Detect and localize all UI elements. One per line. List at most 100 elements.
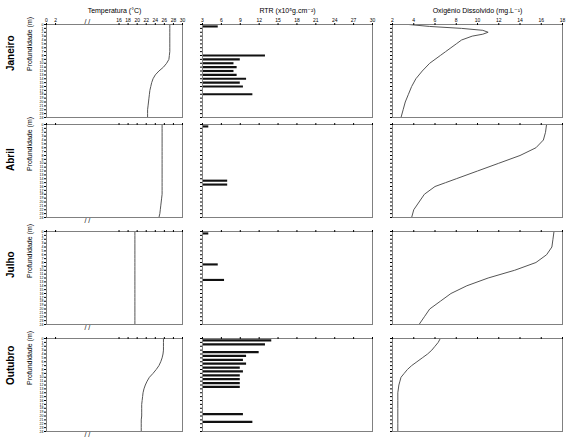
- svg-text:26: 26: [162, 17, 168, 23]
- svg-text:16: 16: [116, 17, 122, 23]
- svg-text:6: 6: [434, 17, 437, 23]
- svg-text:24: 24: [40, 116, 44, 120]
- svg-text:14: 14: [39, 390, 44, 395]
- svg-text:16: 16: [538, 17, 544, 23]
- svg-text:15: 15: [39, 180, 44, 185]
- svg-text:21: 21: [39, 104, 44, 108]
- svg-text:Temperatura (°C): Temperatura (°C): [88, 7, 142, 15]
- svg-text:12: 12: [256, 17, 262, 23]
- svg-text:17: 17: [39, 295, 44, 300]
- svg-text:14: 14: [39, 283, 44, 288]
- svg-text:23: 23: [39, 318, 44, 323]
- svg-text:16: 16: [39, 291, 44, 296]
- svg-text:18: 18: [39, 406, 44, 411]
- svg-text:10: 10: [39, 268, 44, 273]
- svg-text:19: 19: [39, 196, 44, 201]
- svg-text:17: 17: [39, 402, 44, 407]
- svg-text:23: 23: [39, 425, 44, 430]
- svg-text:Profundidade (m): Profundidade (m): [26, 17, 34, 71]
- svg-text:22: 22: [39, 207, 44, 212]
- svg-text:30: 30: [180, 17, 186, 23]
- svg-text:20: 20: [134, 17, 140, 23]
- svg-text:14: 14: [517, 17, 523, 23]
- svg-text:10: 10: [39, 375, 44, 380]
- svg-text:18: 18: [39, 192, 44, 197]
- svg-text:16: 16: [39, 398, 44, 403]
- svg-text:15: 15: [39, 287, 44, 292]
- svg-text:Outubro: Outubro: [5, 346, 16, 385]
- svg-text:4: 4: [412, 17, 415, 23]
- svg-text:12: 12: [496, 17, 502, 23]
- svg-text:Profundidade (m): Profundidade (m): [26, 224, 34, 278]
- svg-text:20: 20: [39, 414, 44, 419]
- svg-text:9: 9: [239, 17, 242, 23]
- svg-text:14: 14: [39, 176, 44, 181]
- svg-text:20: 20: [39, 100, 44, 105]
- svg-text:27: 27: [351, 17, 357, 23]
- svg-text:20: 20: [39, 200, 44, 205]
- svg-text:3: 3: [201, 17, 204, 23]
- svg-text:15: 15: [39, 394, 44, 399]
- svg-text:28: 28: [171, 17, 177, 23]
- svg-text:16: 16: [39, 84, 44, 89]
- svg-text:12: 12: [39, 276, 44, 281]
- svg-text:/ /: / /: [84, 18, 90, 25]
- svg-text:/ /: / /: [84, 324, 90, 331]
- svg-text:Janeiro: Janeiro: [5, 35, 16, 71]
- svg-text:14: 14: [39, 76, 44, 81]
- svg-text:13: 13: [39, 73, 44, 77]
- svg-text:22: 22: [39, 107, 44, 112]
- svg-text:22: 22: [143, 17, 149, 23]
- svg-text:2: 2: [391, 17, 394, 23]
- svg-text:RTR (x10⁵g.cm⁻²): RTR (x10⁵g.cm⁻²): [259, 7, 315, 15]
- svg-text:0: 0: [45, 17, 48, 23]
- svg-text:Abril: Abril: [5, 148, 16, 171]
- svg-text:11: 11: [39, 272, 44, 277]
- svg-text:23: 23: [39, 211, 44, 216]
- svg-text:10: 10: [475, 17, 481, 23]
- svg-text:18: 18: [39, 92, 44, 97]
- svg-text:21: 21: [313, 17, 319, 23]
- svg-text:/ /: / /: [84, 431, 90, 438]
- svg-text:/ /: / /: [84, 217, 90, 224]
- svg-text:19: 19: [39, 96, 44, 101]
- svg-text:6: 6: [220, 17, 223, 23]
- svg-text:11: 11: [39, 379, 44, 384]
- svg-text:12: 12: [39, 169, 44, 174]
- svg-text:21: 21: [39, 204, 44, 208]
- svg-text:18: 18: [39, 299, 44, 304]
- svg-text:13: 13: [39, 173, 44, 177]
- svg-text:2: 2: [54, 17, 57, 23]
- svg-text:18: 18: [125, 17, 131, 23]
- svg-text:23: 23: [39, 111, 44, 116]
- svg-text:Profundidade (m): Profundidade (m): [26, 117, 34, 171]
- svg-text:11: 11: [39, 65, 44, 70]
- svg-text:Oxigênio Dissolvido (mg.L⁻¹): Oxigênio Dissolvido (mg.L⁻¹): [433, 7, 523, 15]
- svg-text:Julho: Julho: [5, 251, 16, 278]
- svg-text:Profundidade (m): Profundidade (m): [26, 331, 34, 385]
- svg-text:12: 12: [39, 383, 44, 388]
- svg-text:24: 24: [40, 216, 44, 220]
- svg-text:22: 22: [39, 314, 44, 319]
- svg-text:24: 24: [40, 323, 44, 327]
- svg-text:17: 17: [39, 188, 44, 193]
- svg-text:19: 19: [39, 303, 44, 308]
- svg-text:24: 24: [332, 17, 338, 23]
- svg-text:15: 15: [39, 80, 44, 85]
- svg-text:10: 10: [39, 61, 44, 66]
- svg-text:10: 10: [39, 161, 44, 166]
- svg-text:18: 18: [560, 17, 566, 23]
- svg-text:30: 30: [370, 17, 376, 23]
- svg-text:17: 17: [39, 88, 44, 93]
- svg-text:16: 16: [39, 184, 44, 189]
- svg-text:18: 18: [294, 17, 300, 23]
- svg-text:19: 19: [39, 410, 44, 415]
- svg-text:12: 12: [39, 69, 44, 74]
- svg-text:24: 24: [153, 17, 159, 23]
- svg-text:22: 22: [39, 421, 44, 426]
- svg-text:11: 11: [39, 165, 44, 170]
- svg-text:8: 8: [455, 17, 458, 23]
- svg-text:24: 24: [40, 430, 44, 434]
- svg-text:15: 15: [275, 17, 281, 23]
- svg-text:20: 20: [39, 307, 44, 312]
